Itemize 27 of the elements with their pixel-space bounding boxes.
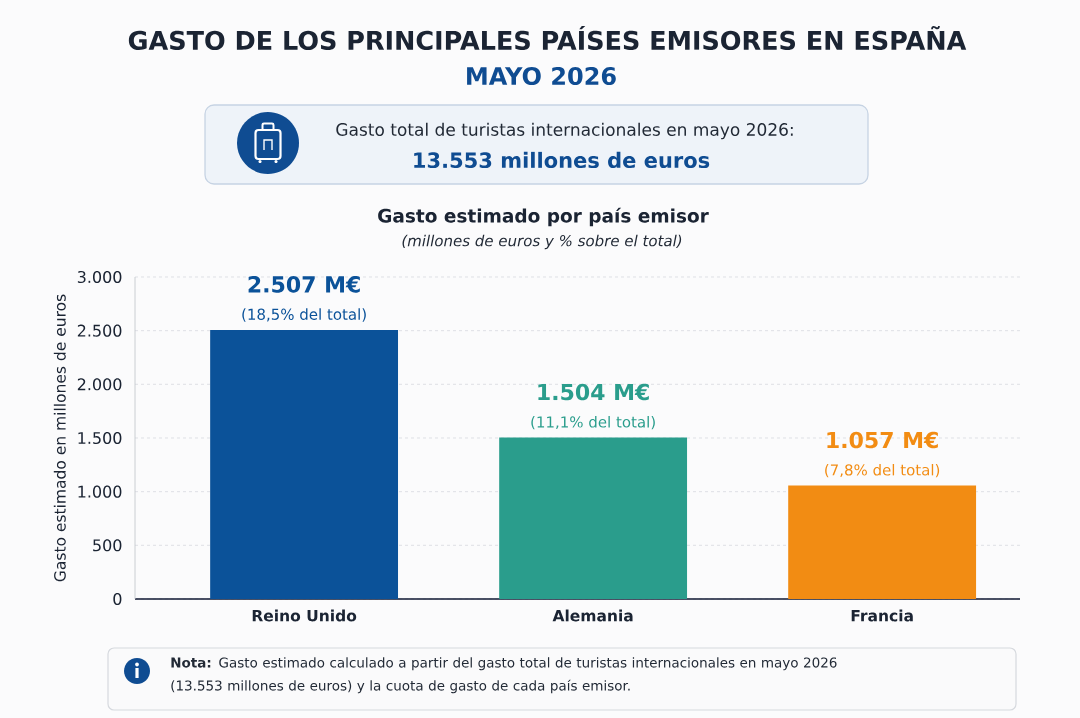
data-label: 1.057 M€ [827, 431, 938, 449]
y-tick-label: 500 [93, 539, 122, 552]
y-tick-label: 1.500 [78, 431, 122, 445]
annotation: (18,5% del total) [242, 308, 366, 322]
text: Gasto total de turistas internacionales en mayo 2026: [336, 122, 793, 140]
annotation: (7,8% del total) [825, 463, 940, 478]
x-tick-label: Alemania [552, 609, 633, 622]
text: 13.553 millones de euros [414, 151, 710, 169]
x-tick-label: Francia [851, 609, 913, 622]
y-tick-label: 3.000 [77, 270, 122, 284]
data-label: 1.504 M€ [538, 383, 649, 401]
x-tick-label: Reino Unido [252, 609, 357, 622]
data-label: 2.507 M€ [248, 276, 360, 293]
y-tick-label: 2.500 [77, 324, 122, 337]
bar [788, 485, 977, 599]
text: Nota: Gasto estimado calculado a partir del gasto total de turistas internacionales en mayo 2026 (13.553 millones de euros) y la cuota de gasto de cada país emisor. [171, 657, 837, 694]
bar [499, 437, 688, 599]
y-tick-label: 1.000 [78, 485, 122, 498]
annotation: (11,1% del total) [531, 416, 655, 430]
bar [210, 329, 399, 599]
text: (millones de euros y % sobre el total) [402, 234, 682, 250]
y-axis-title: Gasto estimado en millones de euros [53, 294, 66, 582]
text: Gasto estimado por país emisor [378, 207, 709, 227]
y-tick-label: 2.000 [77, 378, 122, 391]
chart-title: GASTO DE LOS PRINCIPALES PAÍSES EMISORES EN ESPAÑA [128, 25, 967, 51]
y-tick-label: 0 [113, 592, 122, 606]
chart-subtitle: MAYO 2026 [467, 66, 616, 86]
